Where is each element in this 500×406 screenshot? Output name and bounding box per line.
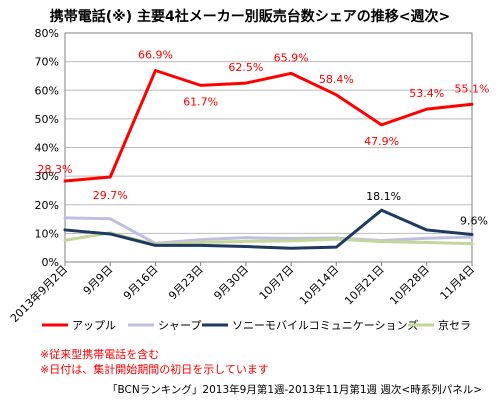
x-tick-label: 9月30日 xyxy=(211,263,251,303)
x-tick-label: 10月21日 xyxy=(342,263,387,308)
source-caption: 「BCNランキング」2013年9月第1週-2013年11月第1週 週次<時系列パ… xyxy=(107,384,482,396)
x-tick-label: 10月28日 xyxy=(387,263,432,308)
data-label: 9.6% xyxy=(460,215,488,228)
data-label: 29.7% xyxy=(93,189,128,202)
y-tick-label: 60% xyxy=(35,84,59,97)
x-tick-label: 9月23日 xyxy=(166,263,206,303)
data-label: 66.9% xyxy=(138,48,173,61)
legend-label: 京セラ xyxy=(438,318,471,332)
data-label: 28.3% xyxy=(38,163,73,176)
y-tick-label: 40% xyxy=(35,142,59,155)
note-feature-phones: ※従来型携帯電話を含む xyxy=(40,348,160,361)
x-tick-label: 9月9日 xyxy=(81,263,116,298)
series-line-0 xyxy=(63,68,474,183)
data-label: 61.7% xyxy=(183,95,218,108)
plot-border xyxy=(64,32,473,263)
data-label: 62.5% xyxy=(228,61,263,74)
y-tick-label: 80% xyxy=(35,27,59,40)
y-tick-label: 50% xyxy=(35,113,59,126)
x-tick-label: 2013年9月2日 xyxy=(7,262,70,325)
x-tick-label: 10月14日 xyxy=(297,263,342,308)
y-tick-label: 0% xyxy=(42,256,59,269)
x-tick-label: 9月16日 xyxy=(121,263,161,303)
legend-label: ソニーモバイルコミュニケーションズ xyxy=(232,318,418,332)
series-line-1 xyxy=(63,216,474,245)
legend-label: シャープ xyxy=(158,319,201,332)
data-label: 18.1% xyxy=(366,190,401,203)
series-line-2 xyxy=(63,208,474,250)
legend: アップル シャープ ソニーモバイルコミュニケーションズ 京セラ xyxy=(42,318,471,332)
y-tick-label: 20% xyxy=(35,199,59,212)
data-label: 53.4% xyxy=(409,87,444,100)
data-label: 55.1% xyxy=(455,82,490,95)
data-label: 47.9% xyxy=(364,135,399,148)
x-tick-label: 10月7日 xyxy=(257,263,297,303)
y-tick-label: 70% xyxy=(35,56,59,69)
x-tick-label: 11月4日 xyxy=(438,263,478,303)
y-tick-label: 30% xyxy=(35,170,59,183)
chart-title: 携帯電話(※) 主要4社メーカー別販売台数シェアの推移<週次> xyxy=(49,9,451,25)
legend-label: アップル xyxy=(72,319,116,332)
data-label: 58.4% xyxy=(319,73,354,86)
data-label: 65.9% xyxy=(274,51,309,64)
series-lines xyxy=(63,68,474,250)
y-tick-label: 10% xyxy=(35,227,59,240)
note-date-basis: ※日付は、集計開始期間の初日を示しています xyxy=(40,363,269,376)
data-labels: 28.3% 29.7% 66.9% 61.7% 62.5% 65.9% 58.4% 47.9%… xyxy=(38,48,490,227)
